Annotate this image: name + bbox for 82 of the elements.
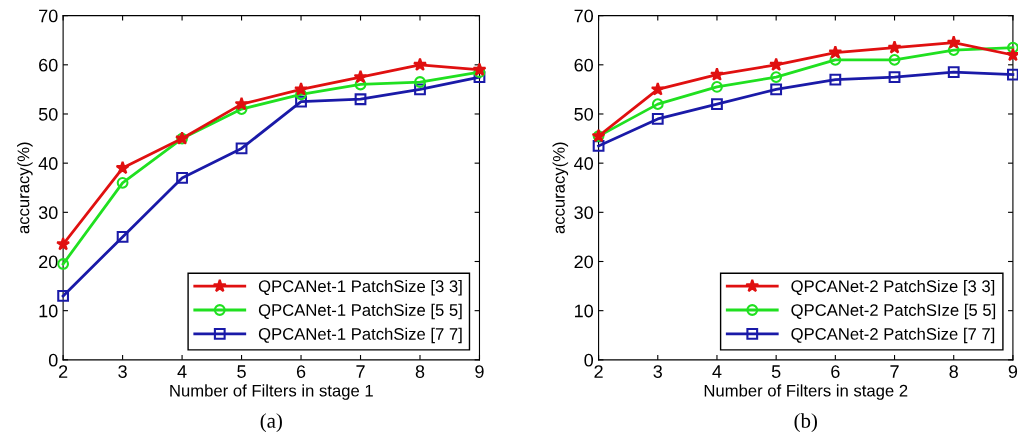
x-tick-label: 5 [771, 365, 781, 378]
y-tick-label: 50 [38, 107, 58, 121]
y-tick-label: 10 [575, 304, 594, 318]
legend-label: QPCANet-1 PatchSize [3 3] [258, 279, 462, 296]
y-tick-label: 0 [48, 353, 58, 367]
y-tick-label: 30 [574, 206, 594, 220]
y-axis-title: accuracy(%) [17, 142, 33, 234]
y-tick-label: 70 [39, 9, 58, 23]
x-tick-label: 9 [475, 365, 484, 378]
x-tick-label: 2 [59, 365, 68, 378]
point [472, 62, 487, 76]
x-tick-label: 7 [356, 365, 365, 378]
y-tick-label: 20 [574, 255, 594, 269]
point [947, 44, 960, 56]
point [353, 69, 368, 84]
y-tick-label: 40 [574, 157, 594, 170]
y-tick-label: 0 [584, 353, 594, 367]
point [1007, 68, 1018, 81]
y-tick-label: 30 [38, 206, 58, 220]
y-tick-label: 20 [39, 255, 58, 269]
point [651, 98, 664, 111]
legend-label: QPCANet-1 PatchSize [7 7] [258, 327, 462, 344]
point [887, 40, 902, 54]
legend-label: QPCANet-2 PatchSize [3 3] [791, 279, 995, 296]
y-tick-label: 50 [574, 107, 594, 121]
legend-label: QPCANet-1 PatchSize [5 5] [258, 303, 462, 320]
x-tick-label: 2 [594, 365, 603, 378]
point [711, 81, 723, 93]
point [709, 67, 724, 81]
x-tick-label: 6 [296, 365, 306, 378]
point [711, 98, 723, 111]
point [947, 66, 960, 79]
x-axis-title: Number of Filters in stage 1 [170, 384, 373, 400]
point [116, 231, 129, 243]
point [414, 83, 426, 96]
y-tick-label: 60 [39, 58, 58, 72]
y-tick-label: 40 [38, 157, 58, 170]
text: (b) [794, 413, 817, 433]
point [888, 71, 901, 84]
point [354, 93, 367, 106]
legend-label: QPCANet-2 PatchSIze [5 5] [791, 303, 996, 320]
point [770, 71, 783, 84]
point [770, 83, 783, 96]
legend-label: QPCANet-2 PatchSize [7 7] [791, 327, 995, 344]
x-axis-title: Number of Filters in stage 2 [704, 384, 908, 400]
point [176, 172, 188, 184]
point [769, 57, 784, 71]
point [828, 45, 843, 59]
x-tick-label: 9 [1008, 365, 1018, 378]
y-tick-label: 70 [574, 9, 594, 23]
point [56, 237, 71, 251]
x-tick-label: 4 [712, 365, 722, 378]
point [1005, 47, 1018, 62]
point [829, 54, 842, 66]
point [115, 160, 130, 175]
x-tick-label: 7 [890, 365, 899, 378]
point [413, 57, 427, 71]
point [295, 95, 307, 108]
point [234, 96, 249, 111]
point [650, 82, 665, 96]
y-tick-label: 10 [39, 304, 58, 318]
y-axis-title: accuracy(%) [552, 142, 569, 234]
y-tick-label: 60 [574, 58, 594, 72]
x-tick-label: 5 [237, 365, 246, 378]
text: (a) [260, 413, 282, 433]
point [294, 82, 309, 96]
x-tick-label: 3 [653, 365, 662, 378]
x-tick-label: 6 [831, 365, 840, 378]
point [829, 73, 842, 86]
x-tick-label: 3 [118, 365, 127, 378]
x-tick-label: 8 [415, 365, 425, 378]
point [235, 142, 248, 155]
point [946, 35, 961, 49]
point [651, 113, 664, 125]
point [414, 76, 426, 88]
point [116, 176, 129, 189]
x-tick-label: 4 [177, 365, 187, 378]
x-tick-label: 8 [949, 365, 958, 378]
point [592, 140, 605, 152]
point [57, 290, 70, 302]
point [57, 258, 70, 270]
point [888, 54, 901, 66]
